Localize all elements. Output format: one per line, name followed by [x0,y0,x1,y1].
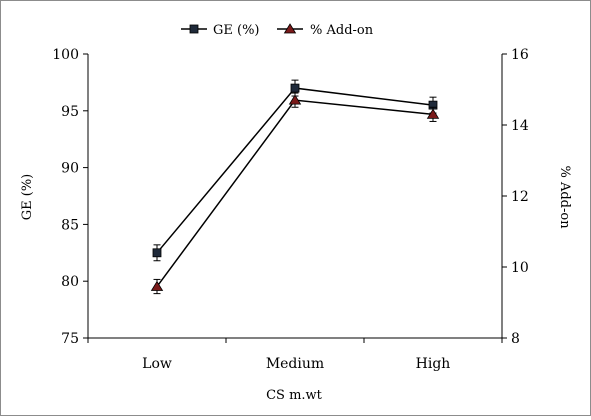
y-tick-label: 75 [61,331,79,347]
data-point-addon [150,280,164,291]
y2-tick-label: 8 [511,331,520,347]
x-tick-label: Medium [266,356,324,372]
legend-label-ge: GE (%) [213,23,260,38]
y2-tick-label: 16 [511,47,529,63]
x-tick-label: High [416,356,451,372]
ticks: 75 80 85 90 95 100 8 10 12 14 16 Low Medium High [52,47,529,372]
y2-tick-label: 14 [511,118,529,134]
y-axis-title: GE (%) [20,174,35,221]
y-tick-label: 95 [61,104,79,120]
legend-marker-ge [189,24,199,34]
y-tick-label: 90 [61,161,79,177]
y2-tick-label: 10 [511,260,529,276]
y2-tick-label: 12 [511,189,529,205]
y-tick-label: 85 [61,217,79,233]
series-line-addon [156,99,434,287]
series-line-ge [156,87,434,254]
series-layer [150,79,440,295]
data-point-addon [288,94,302,105]
data-point-ge [152,248,162,258]
legend-label-addon: % Add-on [310,23,374,38]
legend-marker-addon [283,23,297,34]
y2-axis-title: % Add-on [557,165,572,229]
y-tick-label: 100 [52,47,79,63]
y-tick-label: 80 [61,274,79,290]
legend: GE (%) % Add-on [181,23,374,38]
data-point-addon [426,108,440,119]
x-tick-label: Low [142,356,172,372]
x-axis-title: CS m.wt [266,388,323,403]
data-point-ge [290,83,300,93]
